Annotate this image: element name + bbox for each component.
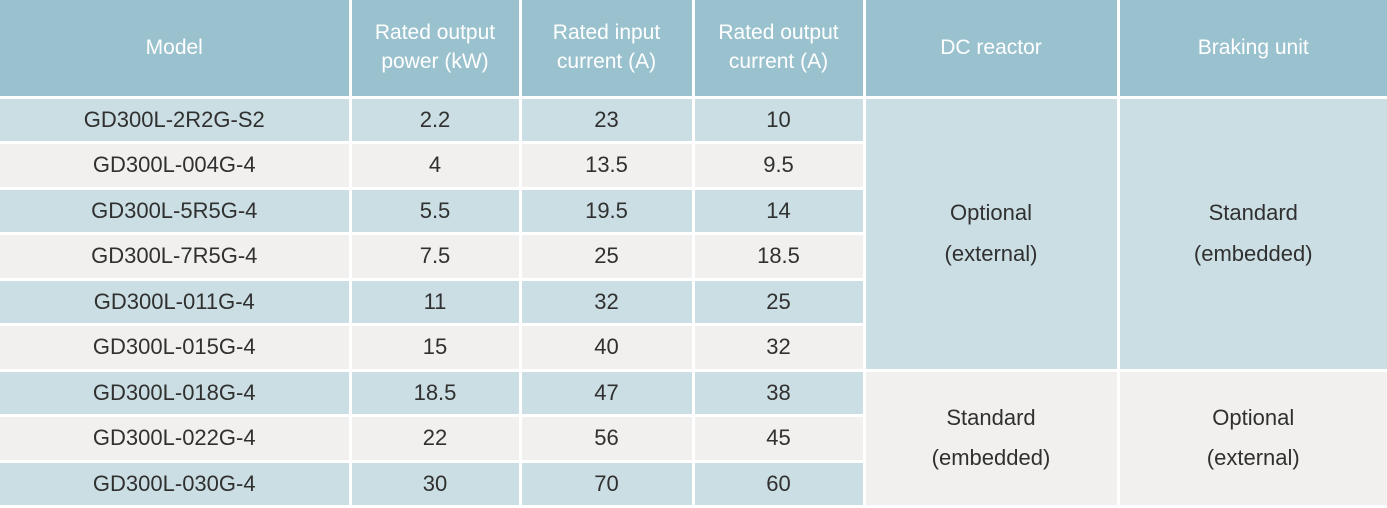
output-current-cell: 14 xyxy=(691,186,866,235)
input-current-cell: 47 xyxy=(518,368,695,417)
output-current-cell: 45 xyxy=(691,414,866,463)
output-power-cell: 2.2 xyxy=(348,95,522,144)
input-current-cell: 25 xyxy=(518,232,695,281)
input-current-cell: 56 xyxy=(518,414,695,463)
model-cell: GD300L-004G-4 xyxy=(0,141,352,190)
output-power-cell: 11 xyxy=(348,277,522,326)
braking-unit-group-line1: Optional xyxy=(1212,404,1295,430)
dc-reactor-group-cell: Optional (external) xyxy=(862,95,1120,372)
dc-reactor-group-cell: Standard (embedded) xyxy=(862,368,1120,508)
braking-unit-group-cell: Standard (embedded) xyxy=(1116,95,1387,372)
header-cell-rated-output-current: Rated output current (A) xyxy=(691,0,866,99)
model-cell: GD300L-015G-4 xyxy=(0,323,352,372)
dc-reactor-group-line2: (embedded) xyxy=(931,445,1051,471)
dc-reactor-group-line1: Optional xyxy=(950,199,1032,225)
input-current-cell: 19.5 xyxy=(518,186,695,235)
output-current-cell: 18.5 xyxy=(691,232,866,281)
input-current-cell: 70 xyxy=(518,459,695,508)
table-row: GD300L-015G-4 15 40 32 xyxy=(0,323,1387,372)
model-cell: GD300L-018G-4 xyxy=(0,368,352,417)
table-row: GD300L-011G-4 11 32 25 xyxy=(0,277,1387,326)
input-current-cell: 23 xyxy=(518,95,695,144)
output-current-cell: 25 xyxy=(691,277,866,326)
model-cell: GD300L-2R2G-S2 xyxy=(0,95,352,144)
header-cell-model: Model xyxy=(0,0,352,99)
dc-reactor-group-line2: (external) xyxy=(944,240,1038,266)
output-power-cell: 5.5 xyxy=(348,186,522,235)
header-row: Model Rated output power (kW) Rated inpu… xyxy=(0,0,1387,99)
output-power-cell: 18.5 xyxy=(348,368,522,417)
braking-unit-group-line2: (external) xyxy=(1206,445,1300,471)
header-cell-rated-output-power: Rated output power (kW) xyxy=(348,0,522,99)
output-power-cell: 30 xyxy=(348,459,522,508)
model-cell: GD300L-5R5G-4 xyxy=(0,186,352,235)
input-current-cell: 32 xyxy=(518,277,695,326)
braking-unit-group-line1: Standard xyxy=(1208,199,1298,225)
output-current-cell: 32 xyxy=(691,323,866,372)
header-cell-dc-reactor: DC reactor xyxy=(862,0,1120,99)
table-row: GD300L-018G-4 18.5 47 38 Standard (embed… xyxy=(0,368,1387,508)
table-row: GD300L-7R5G-4 7.5 25 18.5 xyxy=(0,232,1387,281)
output-power-cell: 22 xyxy=(348,414,522,463)
input-current-cell: 40 xyxy=(518,323,695,372)
dc-reactor-group-line1: Standard xyxy=(946,404,1036,430)
model-cell: GD300L-030G-4 xyxy=(0,459,352,508)
braking-unit-group-line2: (embedded) xyxy=(1193,240,1313,266)
table-row: GD300L-030G-4 30 70 60 xyxy=(0,459,1387,508)
output-power-cell: 4 xyxy=(348,141,522,190)
header-cell-rated-input-current: Rated input current (A) xyxy=(518,0,695,99)
table-row: GD300L-5R5G-4 5.5 19.5 14 xyxy=(0,186,1387,235)
input-current-cell: 13.5 xyxy=(518,141,695,190)
output-current-cell: 9.5 xyxy=(691,141,866,190)
output-current-cell: 10 xyxy=(691,95,866,144)
output-current-cell: 60 xyxy=(691,459,866,508)
braking-unit-group-cell: Optional (external) xyxy=(1116,368,1387,508)
table-row: GD300L-004G-4 4 13.5 9.5 xyxy=(0,141,1387,190)
output-current-cell: 38 xyxy=(691,368,866,417)
table-row: GD300L-2R2G-S2 2.2 23 10 Optional (exter… xyxy=(0,95,1387,372)
model-cell: GD300L-022G-4 xyxy=(0,414,352,463)
model-cell: GD300L-7R5G-4 xyxy=(0,232,352,281)
model-cell: GD300L-011G-4 xyxy=(0,277,352,326)
header-cell-braking-unit: Braking unit xyxy=(1116,0,1387,99)
output-power-cell: 15 xyxy=(348,323,522,372)
table-row: GD300L-022G-4 22 56 45 xyxy=(0,414,1387,463)
output-power-cell: 7.5 xyxy=(348,232,522,281)
